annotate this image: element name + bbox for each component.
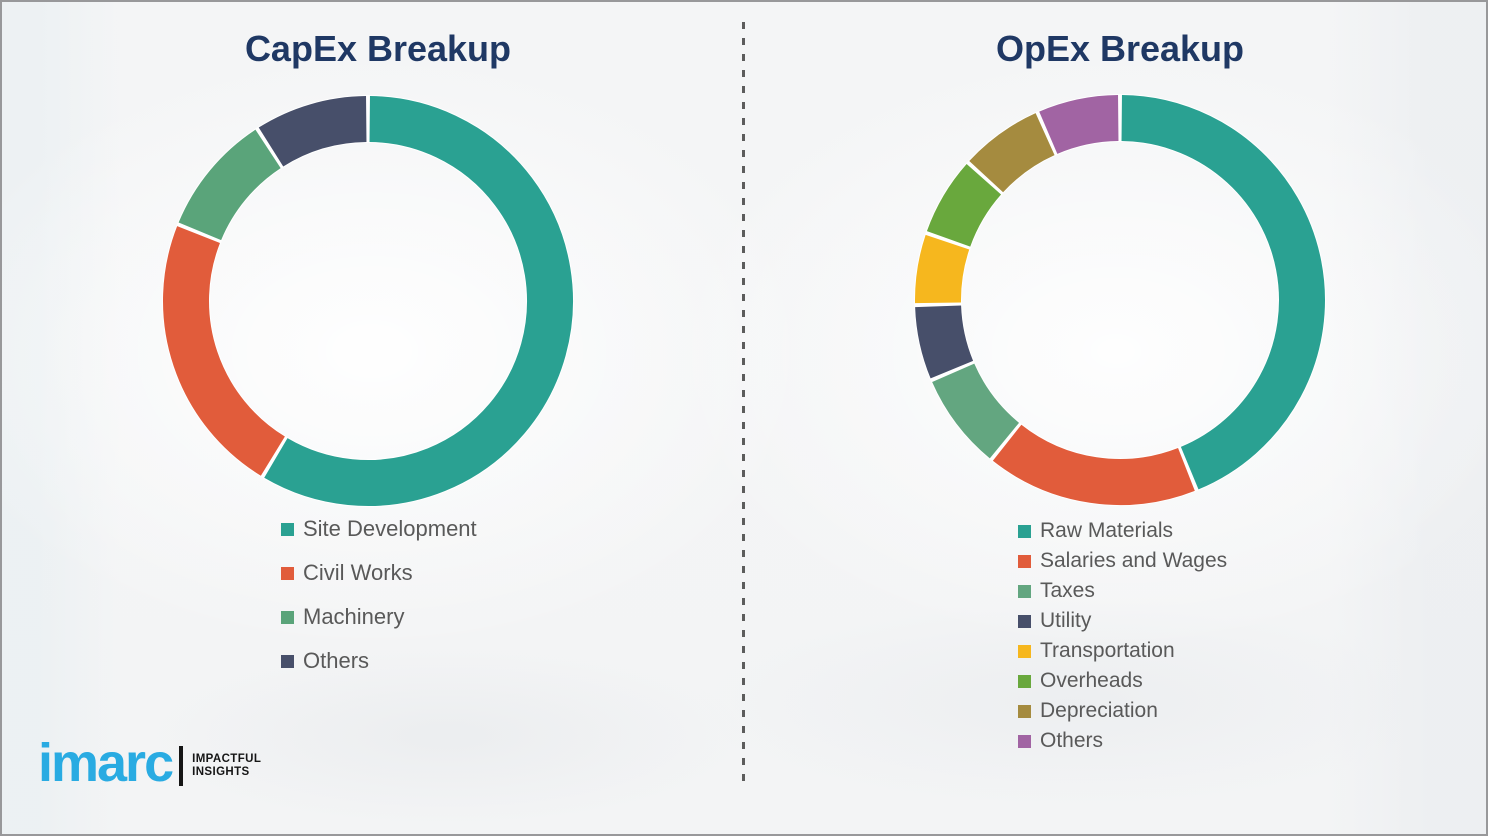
legend-label: Depreciation [1040,699,1158,722]
legend-swatch-icon [1018,704,1031,718]
legend-item-machinery: Machinery [281,595,477,639]
donut-segment-salaries-and-wages [992,424,1195,505]
legend-swatch-icon [1018,644,1031,658]
legend-swatch-icon [281,566,294,580]
donut-segment-raw-materials [1121,95,1325,490]
donut-segment-others [1039,95,1120,155]
donut-segment-utility [915,304,974,379]
legend-label: Machinery [303,604,405,629]
legend-label: Site Development [303,516,477,541]
donut-segment-machinery [178,129,282,241]
legend-item-utility: Utility [1018,606,1227,636]
donut-segment-others [258,96,368,167]
legend-item-salaries-and-wages: Salaries and Wages [1018,546,1227,576]
donut-segment-civil-works [163,226,286,476]
imarc-brand-text: imarc [38,733,174,793]
legend-item-site-development: Site Development [281,507,477,551]
legend-swatch-icon [281,522,294,536]
legend-label: Others [303,648,370,673]
legend-label: Salaries and Wages [1040,549,1228,572]
legend-item-overheads: Overheads [1018,666,1227,696]
logo-tagline-line2: INSIGHTS [192,766,250,778]
logo-tagline: IMPACTFUL INSIGHTS [192,753,261,779]
legend-swatch-icon [1018,524,1031,538]
legend-swatch-icon [1018,734,1031,748]
donut-segment-site-development [264,96,573,506]
legend-swatch-icon [1018,554,1031,568]
vertical-dashed-divider [742,22,745,790]
legend-label: Civil Works [303,560,413,585]
donut-segment-overheads [926,163,1002,248]
legend-swatch-icon [281,654,294,668]
capex-chart-title: CapEx Breakup [244,28,512,69]
legend-swatch-icon [1018,584,1031,598]
legend-item-civil-works: Civil Works [281,551,477,595]
logo-divider-bar [179,746,184,786]
legend-swatch-icon [1018,614,1031,628]
capex-legend: Site Development Civil Works Machinery Othe… [281,507,477,683]
donut-segment-depreciation [969,113,1056,193]
legend-label: Overheads [1040,669,1143,692]
legend-label: Raw Materials [1040,519,1174,542]
legend-label: Transportation [1040,639,1175,662]
legend-item-others: Others [281,639,477,683]
legend-label: Others [1040,729,1104,752]
opex-donut-chart [910,90,1330,510]
legend-item-raw-materials: Raw Materials [1018,516,1227,546]
legend-item-others: Others [1018,726,1227,756]
donut-segment-taxes [932,363,1020,459]
logo-tagline-line1: IMPACTFUL [192,753,262,765]
opex-donut-svg [914,94,1326,506]
capex-donut-svg [162,95,574,507]
opex-chart-title: OpEx Breakup [995,28,1245,69]
legend-label: Taxes [1040,579,1095,602]
legend-item-transportation: Transportation [1018,636,1227,666]
legend-label: Utility [1040,609,1092,632]
capex-donut-chart [158,91,578,511]
legend-swatch-icon [1018,674,1031,688]
opex-legend: Raw Materials Salaries and Wages Taxes Util… [1018,516,1227,756]
legend-swatch-icon [281,610,294,624]
imarc-logo: imarc IMPACTFUL INSIGHTS [38,736,261,790]
legend-item-depreciation: Depreciation [1018,696,1227,726]
legend-item-taxes: Taxes [1018,576,1227,606]
donut-segment-transportation [915,234,970,304]
